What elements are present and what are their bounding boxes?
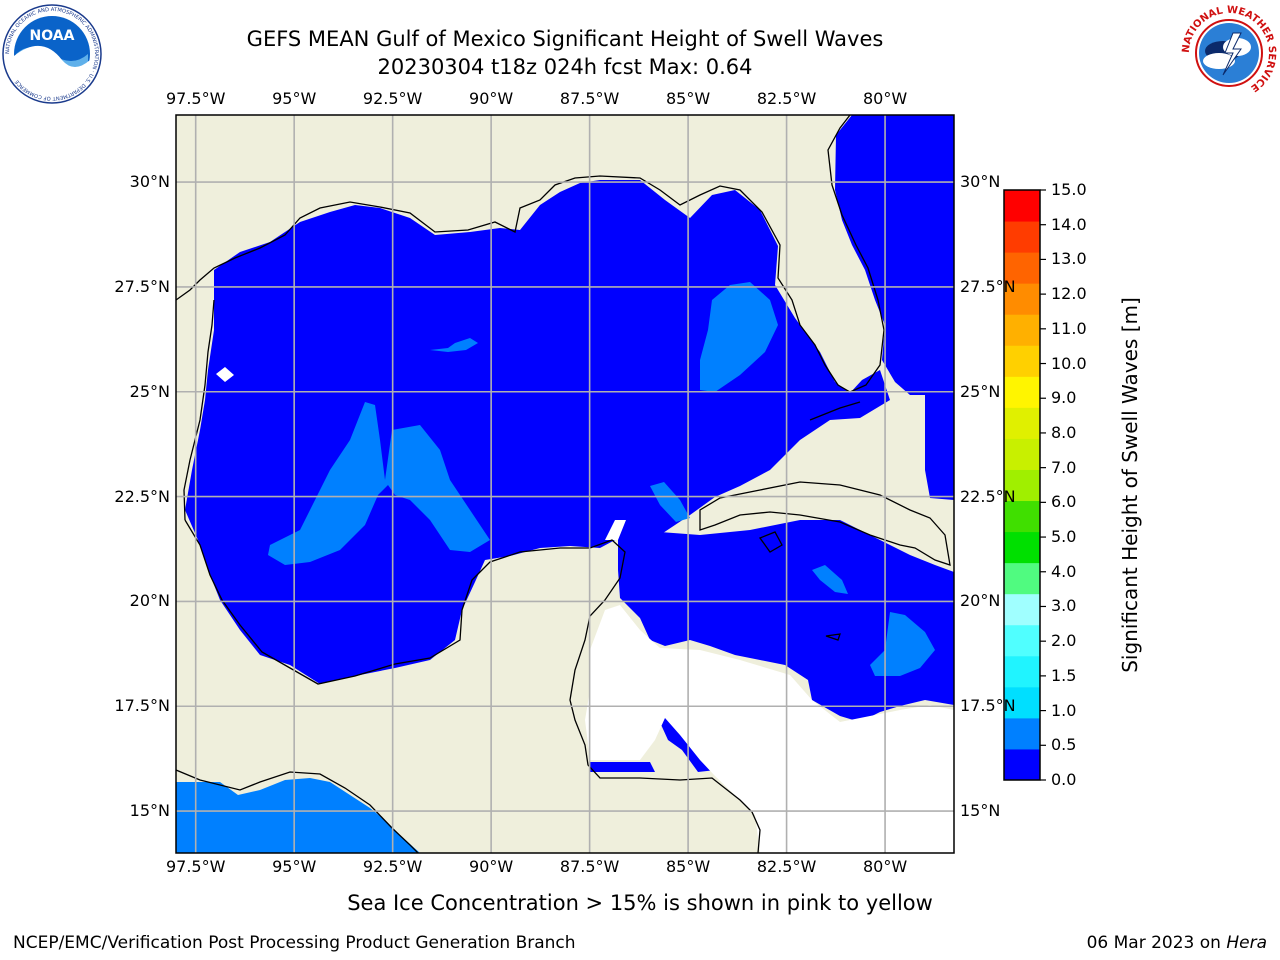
colorbar-segment [1004, 283, 1040, 315]
lat-tick-label-left: 30°N [129, 172, 170, 192]
chart-title: GEFS MEAN Gulf of Mexico Significant Hei… [246, 27, 884, 51]
lon-tick-label-bottom: 82.5°W [756, 857, 817, 876]
footer-date-text: 06 Mar 2023 on [1086, 933, 1227, 953]
footer-host: Hera [1226, 933, 1267, 953]
nws-logo: NATIONAL WEATHER SERVICE [1181, 5, 1277, 101]
lon-tick-label-bottom: 97.5°W [165, 857, 226, 876]
lon-tick-label-top: 80°W [862, 89, 908, 108]
graticule [176, 115, 954, 853]
swell-moderate-small-b [650, 482, 690, 522]
colorbar-tick-marks [1040, 189, 1046, 781]
colorbar-tick-label: 6.0 [1051, 492, 1077, 512]
sea-ice-note: Sea Ice Concentration > 15% is shown in … [347, 891, 933, 915]
chart-subtitle: 20230304 t18z 024h fcst Max: 0.64 [377, 55, 753, 79]
colorbar-tick-label: 1.5 [1051, 665, 1077, 685]
lon-tick-label-top: 95°W [272, 89, 317, 108]
nodata-western-gulf-spot [216, 367, 234, 382]
colorbar-segment [1004, 531, 1040, 564]
colorbar [1004, 190, 1040, 781]
swell-moderate-pacific [176, 778, 420, 853]
colorbar-segment [1004, 655, 1040, 688]
colorbar-tick-label: 0.5 [1051, 735, 1077, 755]
map-frame [175, 114, 955, 854]
lat-tick-label-left: 15°N [129, 801, 170, 821]
lon-tick-label-bottom: 95°W [272, 857, 317, 876]
colorbar-tick-label: 14.0 [1051, 214, 1087, 234]
nodata-central-caribbean [585, 605, 954, 853]
colorbar-tick-label: 4.0 [1051, 561, 1077, 581]
colorbar-tick-label: 11.0 [1051, 318, 1087, 338]
lon-tick-label-bottom: 87.5°W [559, 857, 620, 876]
colorbar-tick-label: 10.0 [1051, 353, 1087, 373]
colorbar-segment [1004, 252, 1040, 284]
noaa-logo: NOAA NATIONAL OCEANIC AND ATMOSPHERIC AD… [2, 4, 102, 104]
lon-tick-label-top: 90°W [469, 89, 514, 108]
colorbar-tick-label: 2.0 [1051, 631, 1077, 651]
colorbar-segment [1004, 624, 1040, 657]
colorbar-segment [1004, 686, 1040, 719]
colorbar-tick-label: 5.0 [1051, 527, 1077, 547]
colorbar-segment [1004, 345, 1040, 377]
lat-tick-label-left: 20°N [129, 591, 170, 611]
colorbar-segment [1004, 314, 1040, 346]
lon-tick-label-top: 82.5°W [756, 89, 817, 108]
noaa-logo-text: NOAA [30, 28, 75, 44]
lat-tick-label-left: 22.5°N [114, 486, 170, 506]
lat-tick-label-right: 27.5°N [960, 276, 1016, 296]
coastlines [176, 115, 951, 853]
colorbar-segment [1004, 562, 1040, 595]
colorbar-tick-label: 12.0 [1051, 284, 1087, 304]
lon-tick-label-bottom: 85°W [666, 857, 711, 876]
lon-tick-label-bottom: 92.5°W [362, 857, 423, 876]
colorbar-tick-label: 0.0 [1051, 770, 1077, 789]
lon-tick-label-top: 87.5°W [559, 89, 620, 108]
colorbar-segment [1004, 407, 1040, 439]
lat-tick-label-right: 15°N [960, 801, 1001, 821]
colorbar-tick-label: 7.0 [1051, 457, 1077, 477]
swell-moderate-jamaica-south [870, 612, 935, 676]
colorbar-tick-label: 8.0 [1051, 422, 1077, 442]
colorbar-label: Significant Height of Swell Waves [m] [1118, 297, 1142, 673]
colorbar-segment [1004, 221, 1040, 253]
colorbar-tick-label: 15.0 [1051, 180, 1087, 199]
nodata-caribbean-sliver [605, 520, 626, 540]
swell-moderate-small-c [812, 565, 848, 594]
colorbar-segment [1004, 438, 1040, 470]
colorbar-segment [1004, 593, 1040, 626]
colorbar-segment [1004, 190, 1040, 222]
colorbar-tick-label: 9.0 [1051, 388, 1077, 408]
colorbar-tick-label: 1.0 [1051, 700, 1077, 720]
swell-moderate-central [268, 402, 490, 565]
colorbar-segment [1004, 500, 1040, 533]
map-layers [176, 115, 954, 853]
swell-field-atlantic [835, 115, 954, 500]
lon-tick-label-bottom: 90°W [469, 857, 514, 876]
lon-tick-label-top: 92.5°W [362, 89, 423, 108]
lat-tick-label-left: 25°N [129, 381, 170, 401]
lat-tick-label-left: 17.5°N [114, 696, 170, 716]
lon-tick-label-top: 85°W [666, 89, 711, 108]
colorbar-tick-label: 13.0 [1051, 249, 1087, 269]
lat-tick-label-right: 30°N [960, 172, 1001, 192]
lat-tick-label-right: 20°N [960, 591, 1001, 611]
lat-tick-label-left: 27.5°N [114, 276, 170, 296]
colorbar-segment [1004, 376, 1040, 408]
colorbar-segment [1004, 717, 1040, 750]
footer-credit: NCEP/EMC/Verification Post Processing Pr… [13, 933, 576, 953]
footer-date: 06 Mar 2023 on Hera [1087, 933, 1267, 953]
lat-tick-label-right: 25°N [960, 381, 1001, 401]
lat-tick-label-right: 22.5°N [960, 486, 1016, 506]
colorbar-segment [1004, 469, 1040, 502]
swell-moderate-east [700, 282, 778, 392]
lon-tick-label-top: 97.5°W [165, 89, 226, 108]
colorbar-frame [1003, 189, 1041, 781]
colorbar-tick-label: 3.0 [1051, 596, 1077, 616]
swell-moderate-small-a [430, 338, 478, 352]
lon-tick-label-bottom: 80°W [862, 857, 908, 876]
lat-tick-label-right: 17.5°N [960, 696, 1016, 716]
colorbar-segment [1004, 748, 1040, 781]
